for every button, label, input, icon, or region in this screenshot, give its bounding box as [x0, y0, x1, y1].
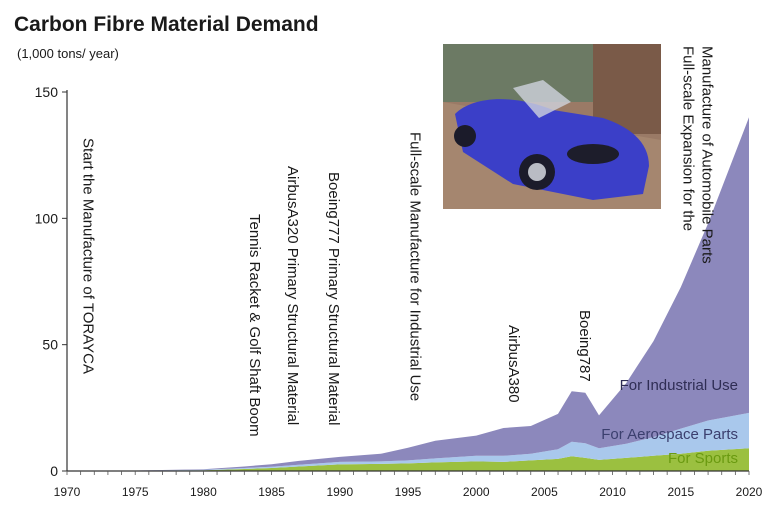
car-hub-front	[528, 163, 546, 181]
area-series-1	[67, 448, 749, 471]
x-tick-label: 2015	[667, 485, 694, 499]
annotation-1: Start the Manufacture of TORAYCA	[79, 138, 96, 374]
annotation-4: Boeing777 Primary Structural Material	[325, 172, 342, 425]
x-tick-label: 2010	[599, 485, 626, 499]
x-tick-label: 2005	[531, 485, 558, 499]
annotation-9: Manufacture of Automobile Parts	[699, 46, 716, 264]
area-label-3: For Industrial Use	[620, 377, 738, 394]
x-tick-label: 1990	[326, 485, 353, 499]
car-photo	[443, 44, 661, 209]
annotation-6: AirbusA380	[505, 325, 522, 403]
annotation-8: Full-scale Expansion for the	[680, 46, 697, 231]
annotation-5: Full-scale Manufacture for Industrial Us…	[407, 132, 424, 401]
x-axis-ticks: 1970 1975 1980 1985 1990 1995 2000 2005 2010 2015…	[54, 471, 763, 499]
stacked-areas	[67, 117, 749, 472]
y-axis-ticks: 0 50 100 150	[35, 84, 67, 479]
x-tick-label: 1995	[395, 485, 422, 499]
x-tick-label: 2000	[463, 485, 490, 499]
milestone-annotations: Start the Manufacture of TORAYCA Tennis R…	[79, 46, 715, 437]
area-series-2	[67, 412, 749, 471]
car-body	[455, 99, 649, 200]
car-wheel-rear	[454, 125, 476, 147]
chart-title: Carbon Fibre Material Demand	[14, 13, 319, 36]
annotation-7: Boeing787	[576, 310, 593, 382]
y-tick-label: 0	[50, 463, 58, 479]
area-label-1: For Sports	[668, 450, 738, 467]
car-windshield	[513, 80, 571, 118]
x-tick-label: 1985	[258, 485, 285, 499]
y-tick-label: 100	[35, 210, 59, 226]
area-labels: For Sports For Aerospace Parts For Industr…	[601, 377, 738, 467]
y-axis-unit-label: (1,000 tons/ year)	[17, 46, 119, 61]
x-tick-label: 1970	[54, 485, 81, 499]
y-tick-label: 150	[35, 84, 59, 100]
y-tick-label: 50	[42, 337, 58, 353]
x-tick-label: 1980	[190, 485, 217, 499]
x-tick-label: 1975	[122, 485, 149, 499]
x-tick-label: 2020	[736, 485, 763, 499]
annotation-3: AirbusA320 Primary Structural Material	[284, 166, 301, 425]
annotation-2: Tennis Racket & Golf Shaft Boom	[246, 214, 263, 437]
car-headlight	[567, 144, 619, 164]
area-label-2: For Aerospace Parts	[601, 426, 738, 443]
